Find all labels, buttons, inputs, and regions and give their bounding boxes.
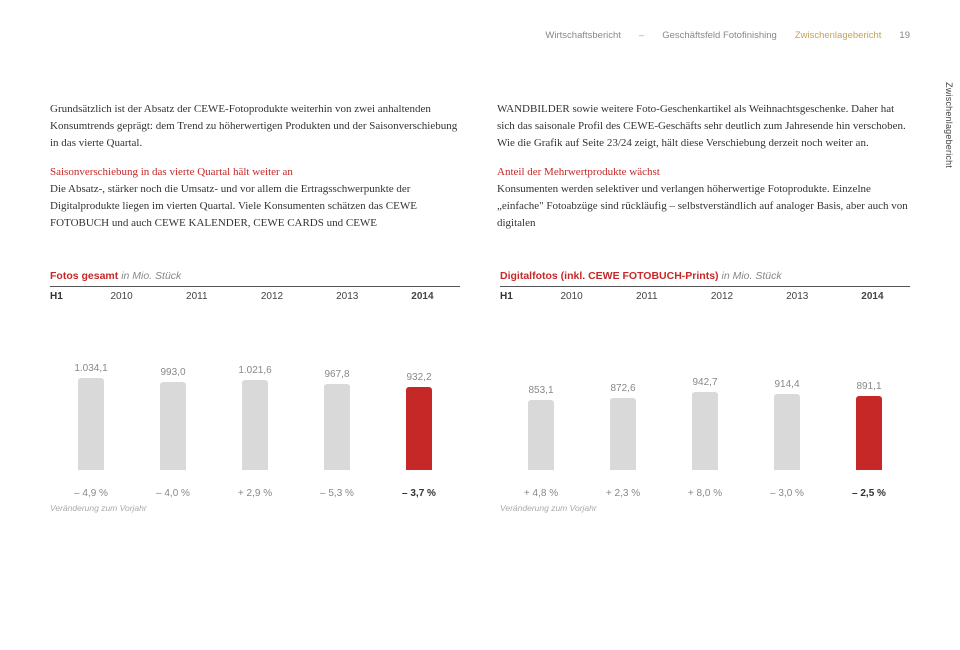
bar-label: 872,6 (610, 383, 635, 394)
delta-value: – 3,0 % (746, 488, 828, 499)
bar-label: 891,1 (856, 381, 881, 392)
chart-year: 2011 (609, 291, 684, 302)
chart-footnote: Veränderung zum Vorjahr (500, 503, 910, 513)
delta-value: – 2,5 % (828, 488, 910, 499)
chart-footnote: Veränderung zum Vorjahr (50, 503, 460, 513)
body-paragraph: WANDBILDER sowie weitere Foto-Geschenkar… (497, 101, 910, 152)
bar (856, 396, 882, 470)
header-section: Wirtschaftsbericht (545, 30, 621, 41)
chart-h1-label: H1 (500, 291, 534, 302)
column-right: WANDBILDER sowie weitere Foto-Geschenkar… (497, 101, 910, 232)
chart-unit: in Mio. Stück (121, 270, 181, 282)
bar-cell: 853,1 (500, 330, 582, 470)
bar-label: 1.021,6 (238, 365, 271, 376)
bar (692, 392, 718, 470)
delta-value: – 4,9 % (50, 488, 132, 499)
bar-cell: 1.021,6 (214, 330, 296, 470)
bar-cell: 932,2 (378, 330, 460, 470)
chart-year: 2014 (835, 291, 910, 302)
bar-label: 993,0 (160, 367, 185, 378)
delta-value: + 2,3 % (582, 488, 664, 499)
chart-title-text: Fotos gesamt (50, 270, 118, 282)
running-header: Wirtschaftsbericht – Geschäftsfeld Fotof… (50, 30, 910, 41)
bar-label: 942,7 (692, 377, 717, 388)
chart-year: 2010 (84, 291, 159, 302)
chart-year: 2012 (684, 291, 759, 302)
chart-bars: 853,1 872,6 942,7 914,4 891,1 (500, 330, 910, 470)
bar-cell: 891,1 (828, 330, 910, 470)
chart-year: 2010 (534, 291, 609, 302)
header-doc-type: Zwischenlagebericht (795, 30, 882, 41)
bar-cell: 1.034,1 (50, 330, 132, 470)
chart-bars: 1.034,1 993,0 1.021,6 967,8 932,2 (50, 330, 460, 470)
bar-cell: 967,8 (296, 330, 378, 470)
bar (528, 400, 554, 470)
column-left: Grundsätzlich ist der Absatz der CEWE-Fo… (50, 101, 463, 232)
body-columns: Grundsätzlich ist der Absatz der CEWE-Fo… (50, 101, 910, 232)
delta-value: + 2,9 % (214, 488, 296, 499)
chart-title-text: Digitalfotos (inkl. CEWE FOTOBUCH-Prints… (500, 270, 719, 282)
bar-cell: 993,0 (132, 330, 214, 470)
chart-year: 2011 (159, 291, 234, 302)
bar (610, 398, 636, 470)
delta-value: – 3,7 % (378, 488, 460, 499)
chart-fotos-gesamt: Fotos gesamt in Mio. Stück H1 2010 2011 … (50, 270, 460, 513)
bar-label: 1.034,1 (74, 363, 107, 374)
chart-year: 2013 (760, 291, 835, 302)
chart-deltas: – 4,9 % – 4,0 % + 2,9 % – 5,3 % – 3,7 % (50, 488, 460, 499)
delta-value: – 5,3 % (296, 488, 378, 499)
chart-year: 2014 (385, 291, 460, 302)
side-tab-label: Zwischenlagebericht (944, 82, 954, 168)
body-paragraph: Konsumenten werden selektiver und verlan… (497, 181, 910, 232)
bar (160, 382, 186, 470)
delta-value: + 4,8 % (500, 488, 582, 499)
chart-unit: in Mio. Stück (721, 270, 781, 282)
chart-year: 2012 (234, 291, 309, 302)
bar-cell: 914,4 (746, 330, 828, 470)
chart-title: Digitalfotos (inkl. CEWE FOTOBUCH-Prints… (500, 270, 910, 282)
bar-cell: 942,7 (664, 330, 746, 470)
delta-value: + 8,0 % (664, 488, 746, 499)
body-paragraph: Die Absatz-, stärker noch die Umsatz- un… (50, 181, 463, 232)
chart-year: 2013 (310, 291, 385, 302)
bar-label: 932,2 (406, 372, 431, 383)
page-content: Wirtschaftsbericht – Geschäftsfeld Fotof… (0, 0, 960, 523)
chart-digitalfotos: Digitalfotos (inkl. CEWE FOTOBUCH-Prints… (500, 270, 910, 513)
chart-deltas: + 4,8 % + 2,3 % + 8,0 % – 3,0 % – 2,5 % (500, 488, 910, 499)
subheading: Anteil der Mehrwertprodukte wächst (497, 164, 910, 181)
header-separator: – (639, 30, 644, 41)
bar (406, 387, 432, 470)
bar-cell: 872,6 (582, 330, 664, 470)
bar (774, 394, 800, 470)
delta-value: – 4,0 % (132, 488, 214, 499)
bar-label: 853,1 (528, 385, 553, 396)
bar (242, 380, 268, 470)
chart-title: Fotos gesamt in Mio. Stück (50, 270, 460, 282)
bar-label: 967,8 (324, 369, 349, 380)
chart-h1-label: H1 (50, 291, 84, 302)
subheading: Saisonverschiebung in das vierte Quartal… (50, 164, 463, 181)
chart-row: Fotos gesamt in Mio. Stück H1 2010 2011 … (50, 270, 910, 513)
bar (324, 384, 350, 470)
bar (78, 378, 104, 470)
bar-label: 914,4 (774, 379, 799, 390)
page-number: 19 (899, 30, 910, 41)
chart-years-row: H1 2010 2011 2012 2013 2014 (500, 286, 910, 302)
header-subsection: Geschäftsfeld Fotofinishing (662, 30, 777, 41)
body-paragraph: Grundsätzlich ist der Absatz der CEWE-Fo… (50, 101, 463, 152)
chart-years-row: H1 2010 2011 2012 2013 2014 (50, 286, 460, 302)
